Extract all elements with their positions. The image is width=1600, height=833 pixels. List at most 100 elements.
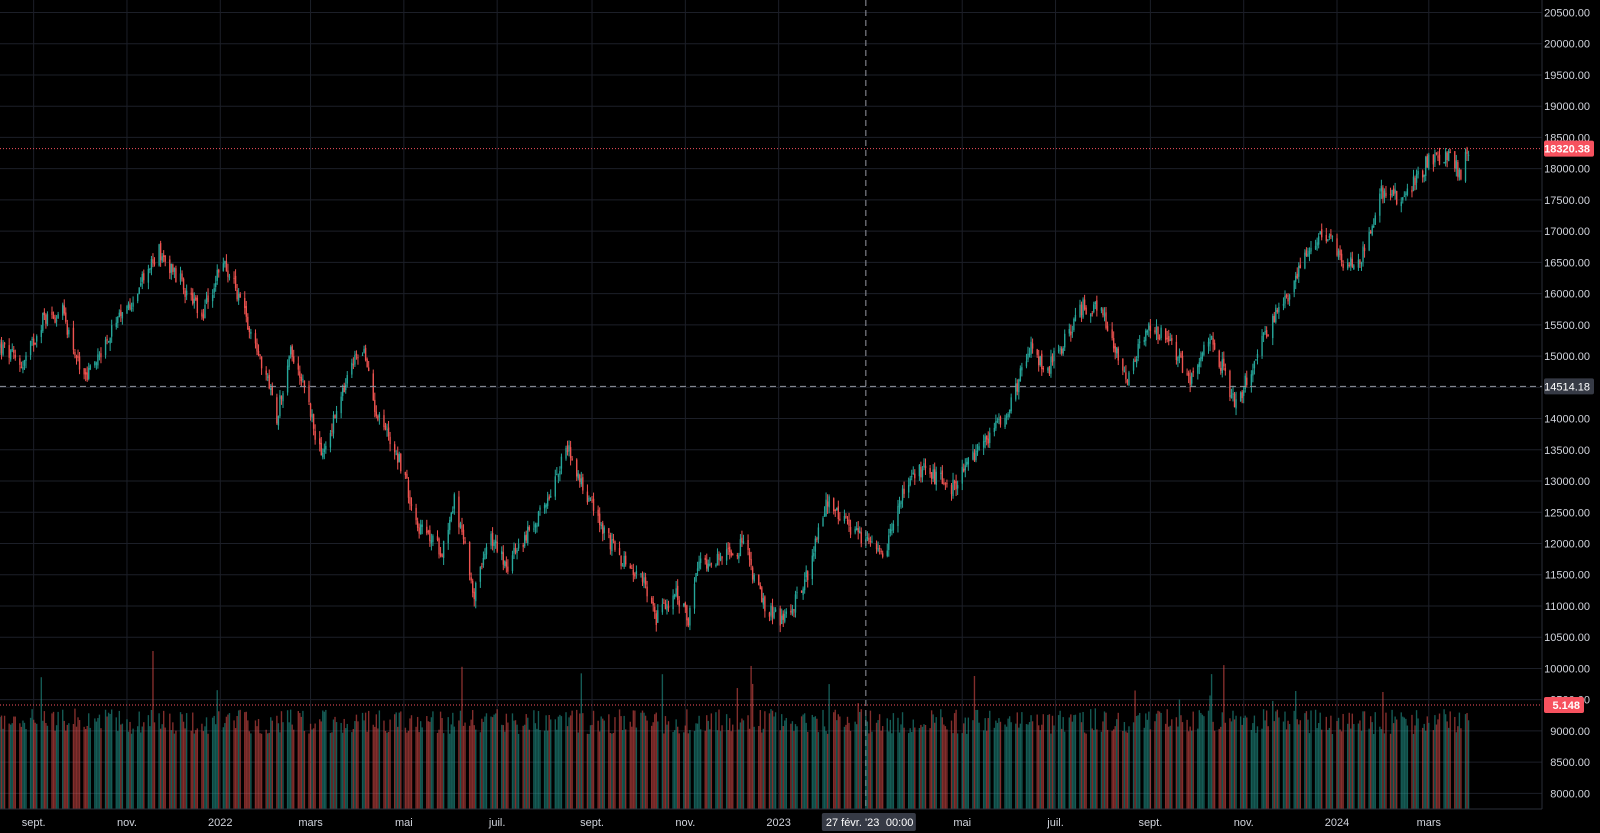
volume-bar <box>1275 711 1277 809</box>
volume-bar <box>1267 726 1269 809</box>
volume-bar <box>1244 715 1246 809</box>
candle-body <box>1265 330 1268 337</box>
volume-bar <box>1449 711 1451 809</box>
time-axis[interactable]: sept. nov. 2022 mars mai juil. sept. nov. 2023 ma… <box>22 817 1442 829</box>
candle-body <box>172 264 174 272</box>
candle-body <box>1224 368 1227 371</box>
candle-body <box>293 356 295 363</box>
candle-body <box>1073 319 1075 331</box>
volume-bar <box>453 726 456 809</box>
candle-body <box>859 530 861 534</box>
candle-body <box>514 548 517 553</box>
candle-body <box>1328 236 1331 238</box>
candle-body <box>110 325 113 337</box>
volume-bar <box>1189 726 1191 809</box>
candle-body <box>623 555 625 567</box>
candle-body <box>449 519 451 531</box>
candle-body <box>1304 252 1306 269</box>
candle-body <box>1004 417 1006 427</box>
volume-bar <box>1304 713 1306 809</box>
candles <box>0 146 1470 633</box>
volume-bar <box>458 720 460 809</box>
volume-bar <box>1180 715 1182 809</box>
candle-body <box>1080 304 1083 316</box>
candle-body <box>169 259 171 274</box>
volume-bar <box>491 717 494 809</box>
volume-bar <box>320 721 322 809</box>
volume-bar <box>1073 715 1075 809</box>
volume-bar <box>1145 713 1147 809</box>
candle-body <box>1223 358 1225 367</box>
volume-bar <box>698 715 700 809</box>
volume-bar <box>560 716 563 809</box>
volume-bar <box>461 666 463 809</box>
volume-bar <box>110 709 113 809</box>
candle-body <box>631 567 633 569</box>
candle-body <box>216 269 218 281</box>
volume-bar <box>121 723 124 809</box>
volume-bar <box>302 710 304 809</box>
candle-body <box>202 314 205 319</box>
candle-body <box>900 501 902 505</box>
candle-body <box>1362 246 1364 263</box>
candle-body <box>341 387 344 396</box>
volume-bar <box>140 732 142 809</box>
volume-bar <box>643 712 645 809</box>
candle-body <box>930 472 933 479</box>
volume-bar <box>1394 716 1396 809</box>
volume-bar <box>836 720 838 809</box>
candle-body <box>846 519 849 521</box>
candle-body <box>418 527 420 534</box>
candle-body <box>19 358 21 365</box>
volume-bar <box>1466 712 1468 809</box>
candle-body <box>442 541 445 558</box>
volume-bar <box>1053 725 1055 809</box>
volume-bar <box>1340 731 1343 809</box>
candle-body <box>834 510 836 512</box>
candle-body <box>1406 188 1409 195</box>
candle-body <box>1010 397 1012 412</box>
volume-bar <box>268 732 270 809</box>
volume-bar <box>1082 711 1084 809</box>
candle-body <box>1213 342 1216 350</box>
volume-bar <box>854 721 856 809</box>
candle-body <box>335 410 338 419</box>
volume-bar <box>963 723 965 809</box>
candle-body <box>976 451 979 453</box>
volume-bar <box>987 718 989 809</box>
volume-bar <box>161 724 163 809</box>
volume-bar <box>429 721 431 809</box>
candle-body <box>837 506 839 520</box>
volume-bar <box>482 721 485 809</box>
volume-bar <box>1385 712 1387 809</box>
candle-body <box>1432 154 1435 165</box>
candle-body <box>1421 170 1424 178</box>
candle-body <box>1307 253 1309 257</box>
candle-body <box>528 527 530 530</box>
volume-bar <box>1220 726 1222 809</box>
candle-body <box>1207 341 1210 347</box>
candle-body <box>716 553 719 566</box>
candle-body <box>83 368 85 375</box>
volume-bar <box>1246 717 1248 809</box>
y-tick-label: 10000.00 <box>1544 663 1590 675</box>
candle-body <box>1190 373 1193 384</box>
volume-bar <box>1190 730 1193 809</box>
candle-body <box>620 555 622 566</box>
candle-body <box>1466 149 1468 154</box>
volume-bar <box>46 725 49 809</box>
volume-bar <box>732 724 734 809</box>
volume-bar <box>673 730 676 809</box>
candle-body <box>1246 377 1248 385</box>
volume-bar <box>192 712 194 809</box>
volume-bar <box>1218 728 1220 809</box>
volume-bar <box>1137 715 1139 809</box>
candle-body <box>74 352 76 356</box>
volume-bar <box>1177 726 1179 809</box>
candle-body <box>239 293 241 298</box>
candle-body <box>195 297 197 300</box>
candle-body <box>302 378 304 380</box>
candle-body <box>65 312 67 322</box>
